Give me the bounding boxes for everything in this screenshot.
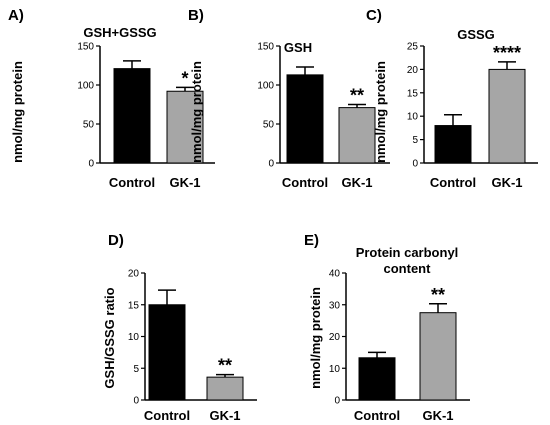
bar-gk-1 [166,90,204,164]
y-axis-label: GSH/GSSG ratio [102,287,117,388]
chart-title: content [384,261,432,276]
y-tick-label: 100 [77,81,94,92]
bar-gk-1 [338,107,376,164]
significance-marker: ** [431,285,445,305]
chart-title: GSH+GSSG [83,25,156,40]
bar-gk-1 [206,376,244,401]
panel-label: A) [8,7,24,24]
bar-control [148,304,186,401]
panel-label: D) [108,232,124,249]
panel-label: E) [304,232,319,249]
bar-gk-1 [488,68,526,164]
y-tick-label: 5 [412,135,418,146]
bar-gk-1 [419,312,457,401]
y-axis-label: nmol/mg protein [308,287,323,389]
y-tick-label: 10 [329,364,341,375]
significance-marker: ** [218,356,232,376]
chart-panel: D) GSH/GSSG ratio 0 5 10 15 20 Control GK-1 ** [102,232,257,423]
x-category-label: GK-1 [169,175,200,190]
x-category-label: GK-1 [422,408,453,423]
y-tick-label: 20 [128,269,140,280]
significance-marker: **** [493,43,521,63]
y-axis-label: nmol/mg protein [10,61,25,163]
x-category-label: Control [354,408,400,423]
y-tick-label: 10 [128,332,140,343]
panel-label: B) [188,7,204,24]
y-tick-label: 25 [407,42,419,53]
y-tick-label: 5 [133,364,139,375]
x-category-label: Control [282,175,328,190]
bar-control [358,357,396,401]
chart-title: Protein carbonyl [356,245,459,260]
bar-control [113,68,151,164]
y-tick-label: 150 [77,42,94,53]
x-category-label: GK-1 [209,408,240,423]
y-tick-label: 0 [412,159,418,170]
chart-title: GSH [284,40,312,55]
y-tick-label: 40 [329,269,341,280]
panel-label: C) [366,7,382,24]
y-tick-label: 0 [133,396,139,407]
chart-title: GSSG [457,27,495,42]
x-category-label: Control [144,408,190,423]
y-tick-label: 50 [83,120,95,131]
y-tick-label: 20 [407,65,419,76]
x-category-label: Control [430,175,476,190]
y-axis-label: nmol/mg protein [373,61,388,163]
y-tick-label: 15 [407,88,419,99]
y-tick-label: 150 [257,42,274,53]
y-tick-label: 0 [334,396,340,407]
y-tick-label: 20 [329,332,341,343]
bar-control [434,125,472,164]
y-axis-label: nmol/mg protein [189,61,204,163]
significance-marker: * [181,68,188,88]
x-category-label: GK-1 [491,175,522,190]
chart-panel: B) GSH nmol/mg protein 0 50 100 150 Control GK-1… [188,7,390,190]
chart-panel: C) GSSG nmol/mg protein 0 5 10 15 20 25 Control GK… [366,7,538,190]
y-tick-label: 10 [407,112,419,123]
y-tick-label: 15 [128,300,140,311]
x-category-label: Control [109,175,155,190]
y-tick-label: 50 [263,120,275,131]
y-tick-label: 0 [268,159,274,170]
x-category-label: GK-1 [341,175,372,190]
bar-control [286,74,324,164]
chart-panel: A) GSH+GSSG nmol/mg protein 0 50 100 150 Contro… [8,7,215,190]
significance-marker: ** [350,86,364,106]
y-tick-label: 100 [257,81,274,92]
y-tick-label: 30 [329,300,341,311]
y-tick-label: 0 [88,159,94,170]
